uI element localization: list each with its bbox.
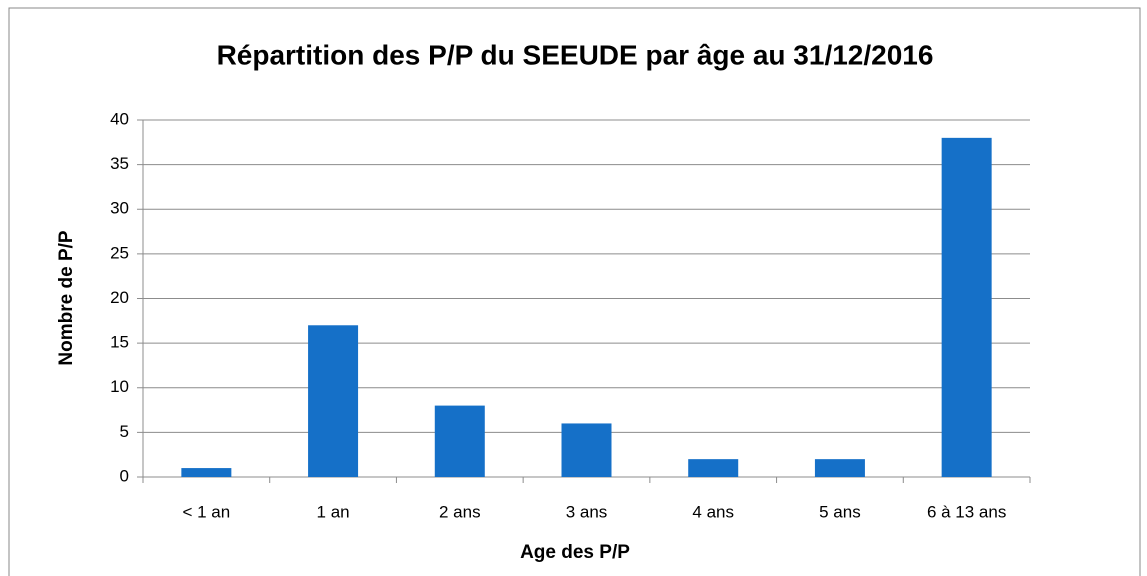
x-tick-label: 4 ans (692, 502, 734, 521)
x-tick-label: < 1 an (182, 502, 230, 521)
y-tick-label: 15 (110, 333, 129, 352)
bar (941, 137, 992, 477)
bar (561, 423, 612, 477)
y-tick-label: 40 (110, 109, 129, 128)
x-tick-label: 3 ans (566, 502, 608, 521)
x-tick-label: 6 à 13 ans (927, 502, 1006, 521)
chart-border (8, 7, 1141, 576)
bar (814, 459, 865, 477)
x-tick-label: 1 an (317, 502, 350, 521)
y-tick-label: 30 (110, 199, 129, 218)
bar (688, 459, 739, 477)
bar (181, 468, 232, 477)
y-tick-label: 35 (110, 154, 129, 173)
x-tick-label: 5 ans (819, 502, 861, 521)
y-tick-label: 5 (120, 422, 129, 441)
y-tick-label: 0 (120, 466, 129, 485)
bar (308, 325, 359, 477)
x-axis-title: Age des P/P (520, 542, 630, 563)
y-axis-title: Nombre de P/P (56, 230, 77, 365)
chart-title: Répartition des P/P du SEEUDE par âge au… (217, 39, 934, 70)
bar (434, 405, 485, 477)
y-tick-label: 25 (110, 243, 129, 262)
x-tick-label: 2 ans (439, 502, 481, 521)
y-tick-label: 10 (110, 377, 129, 396)
y-tick-label: 20 (110, 288, 129, 307)
